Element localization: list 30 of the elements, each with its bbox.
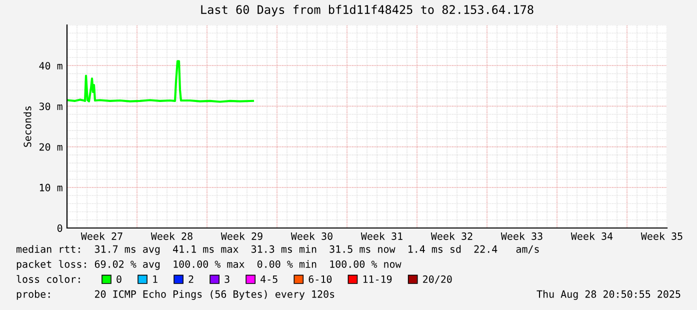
y-tick-label: 30 m [39, 102, 62, 110]
y-axis-title: Seconds [24, 106, 32, 147]
legend-label: 4-5 [260, 275, 278, 283]
legend-label: 6-10 [308, 275, 332, 283]
x-tick-label: Week 31 [360, 232, 402, 240]
legend-label: 0 [116, 275, 122, 283]
x-tick-label: Week 30 [290, 232, 332, 240]
y-tick-label: 20 m [39, 143, 62, 151]
legend-label: 11-19 [363, 275, 392, 283]
legend-label: 3 [224, 275, 230, 283]
chart-title: Last 60 Days from bf1d11f48425 to 82.153.64.178 [201, 4, 534, 16]
x-tick-label: Week 27 [80, 232, 122, 240]
text: loss color: [16, 275, 80, 283]
x-tick-label: Week 33 [500, 232, 542, 240]
y-tick-label: 10 m [40, 184, 62, 192]
x-tick-label: Week 34 [570, 232, 613, 240]
x-tick-label: Week 35 [640, 232, 682, 240]
x-tick-label: Week 32 [430, 232, 472, 240]
text: probe: 20 ICMP Echo Pings (56 Bytes) every 120s [16, 290, 334, 300]
y-tick-label: 0 [57, 224, 62, 232]
x-tick-label: Week 28 [150, 232, 192, 240]
text: Thu Aug 28 20:50:55 2025 [536, 290, 680, 300]
text: median rtt: 31.7 ms avg 41.1 ms max 31.3 ms min 31.5 ms now 1.4 ms sd 22.4 am/s [16, 245, 539, 255]
legend-label: 2 [188, 275, 194, 283]
x-tick-label: Week 29 [220, 232, 262, 240]
text: packet loss: 69.02 % avg 100.00 % max 0.00 % min 100.00 % now [16, 260, 402, 270]
line-series [67, 60, 254, 103]
y-tick-label: 40 m [39, 62, 62, 70]
legend-label: 1 [153, 275, 158, 283]
legend-label: 20/20 [423, 275, 452, 284]
